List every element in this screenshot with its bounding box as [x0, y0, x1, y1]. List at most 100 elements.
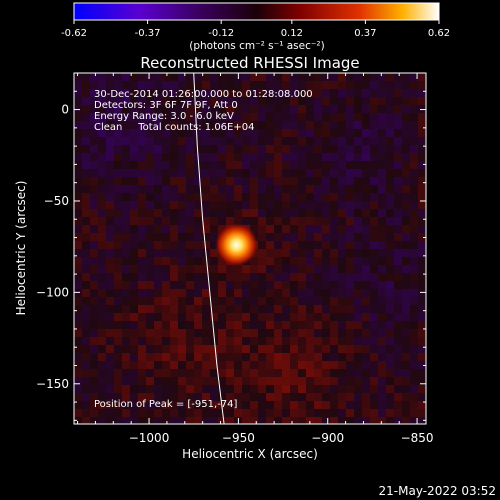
heatmap-cell [114, 161, 122, 169]
heatmap-cell [226, 289, 234, 297]
heatmap-cell [242, 321, 250, 329]
heatmap-cell [330, 297, 338, 305]
heatmap-cell [178, 217, 186, 225]
heatmap-cell [282, 281, 290, 289]
heatmap-cell [90, 361, 98, 369]
heatmap-cell [194, 297, 202, 305]
heatmap-cell [338, 321, 346, 329]
heatmap-cell [298, 281, 306, 289]
heatmap-cell [130, 233, 138, 241]
heatmap-cell [194, 233, 202, 241]
heatmap-cell [226, 89, 234, 97]
heatmap-cell [306, 105, 314, 113]
heatmap-cell [394, 281, 402, 289]
heatmap-cell [322, 177, 330, 185]
heatmap-cell [106, 337, 114, 345]
heatmap-cell [402, 305, 410, 313]
heatmap-cell [418, 305, 426, 313]
heatmap-cell [74, 281, 82, 289]
heatmap-cell [130, 121, 138, 129]
heatmap-cell [322, 321, 330, 329]
heatmap-cell [346, 137, 354, 145]
heatmap-cell [122, 353, 130, 361]
heatmap-cell [338, 257, 346, 265]
heatmap-cell [370, 409, 378, 417]
heatmap-cell [386, 377, 394, 385]
heatmap-cell [314, 233, 322, 241]
heatmap-cell [234, 289, 242, 297]
heatmap-cell [106, 369, 114, 377]
heatmap-cell [98, 393, 106, 401]
heatmap-cell [202, 89, 210, 97]
heatmap-cell [306, 369, 314, 377]
heatmap-cell [306, 289, 314, 297]
heatmap-cell [106, 113, 114, 121]
heatmap-cell [322, 217, 330, 225]
heatmap-cell [338, 73, 346, 81]
heatmap-cell [362, 225, 370, 233]
heatmap-cell [314, 385, 322, 393]
heatmap-cell [290, 169, 298, 177]
heatmap-cell [82, 409, 90, 417]
heatmap-cell [410, 201, 418, 209]
heatmap-cell [322, 337, 330, 345]
heatmap-cell [98, 225, 106, 233]
heatmap-cell [202, 129, 210, 137]
heatmap-cell [402, 153, 410, 161]
heatmap-cell [202, 217, 210, 225]
heatmap-cell [378, 305, 386, 313]
heatmap-cell [170, 385, 178, 393]
heatmap-cell [274, 265, 282, 273]
heatmap-cell [386, 209, 394, 217]
heatmap-cell [130, 337, 138, 345]
heatmap-cell [346, 105, 354, 113]
heatmap-cell [162, 137, 170, 145]
heatmap-cell [98, 417, 106, 424]
annotation-energy-range: Energy Range: 3.0 - 6.0 keV [94, 111, 234, 122]
heatmap-cell [418, 161, 426, 169]
heatmap-cell [170, 377, 178, 385]
heatmap-cell [418, 201, 426, 209]
heatmap-cell [370, 225, 378, 233]
heatmap-cell [186, 97, 194, 105]
heatmap-cell [186, 281, 194, 289]
heatmap-cell [314, 401, 322, 409]
heatmap-cell [170, 209, 178, 217]
heatmap-cell [106, 97, 114, 105]
heatmap-cell [226, 281, 234, 289]
heatmap-cell [266, 97, 274, 105]
heatmap-cell [162, 185, 170, 193]
heatmap-cell [378, 321, 386, 329]
heatmap-cell [106, 73, 114, 81]
heatmap-cell [386, 401, 394, 409]
heatmap-cell [90, 377, 98, 385]
heatmap-cell [122, 105, 130, 113]
heatmap-cell [266, 313, 274, 321]
heatmap-cell [338, 361, 346, 369]
heatmap-cell [346, 177, 354, 185]
heatmap-cell [194, 273, 202, 281]
heatmap-cell [138, 393, 146, 401]
heatmap-cell [258, 257, 266, 265]
heatmap-cell [218, 113, 226, 121]
heatmap-cell [362, 297, 370, 305]
heatmap-cell [258, 361, 266, 369]
heatmap-cell [122, 193, 130, 201]
heatmap-cell [394, 297, 402, 305]
heatmap-cell [298, 393, 306, 401]
heatmap-cell [290, 113, 298, 121]
heatmap-cell [82, 369, 90, 377]
heatmap-cell [74, 361, 82, 369]
heatmap-cell [330, 281, 338, 289]
heatmap-cell [354, 401, 362, 409]
heatmap-cell [418, 385, 426, 393]
heatmap-cell [114, 137, 122, 145]
heatmap-cell [394, 193, 402, 201]
heatmap-cell [74, 81, 82, 89]
heatmap-cell [266, 329, 274, 337]
heatmap-cell [226, 81, 234, 89]
heatmap-cell [378, 401, 386, 409]
heatmap-cell [418, 137, 426, 145]
heatmap-cell [314, 73, 322, 81]
heatmap-cell [258, 297, 266, 305]
